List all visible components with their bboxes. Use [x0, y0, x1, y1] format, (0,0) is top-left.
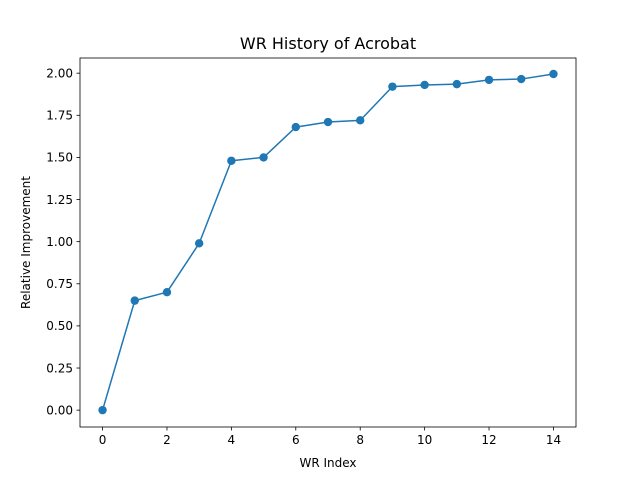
y-tick-label: 0.75 [46, 277, 73, 291]
data-point [452, 79, 462, 89]
chart-title: WR History of Acrobat [240, 34, 416, 53]
data-point [227, 156, 236, 165]
x-tick-label: 12 [481, 433, 496, 447]
x-tick-label: 6 [292, 433, 300, 447]
x-tick-label: 2 [163, 433, 171, 447]
y-axis-label: Relative Improvement [19, 176, 33, 309]
data-point [194, 239, 204, 248]
data-point [130, 296, 139, 305]
y-tick-label: 0.00 [46, 403, 73, 417]
axis-ticks: 0 2 4 6 8 10 12 14 0.00 0.25 0.50 0.75 1.00 1.25 1.50 1… [46, 66, 561, 447]
data-point [549, 69, 558, 79]
data-point [162, 288, 172, 297]
y-tick-label: 1.75 [46, 109, 73, 123]
y-tick-label: 0.25 [46, 361, 73, 375]
x-axis-label: WR Index [299, 456, 356, 470]
x-tick-label: 8 [356, 433, 364, 447]
series-layer [98, 69, 558, 415]
y-tick-label: 1.50 [46, 151, 73, 165]
y-tick-label: 2.00 [46, 66, 73, 80]
data-point [388, 82, 397, 91]
data-point [517, 74, 526, 84]
x-tick-label: 14 [546, 433, 561, 447]
y-tick-label: 0.50 [46, 319, 73, 333]
data-point [259, 153, 268, 162]
data-point [484, 75, 494, 85]
x-tick-label: 4 [228, 433, 236, 447]
x-tick-label: 10 [417, 433, 432, 447]
y-tick-label: 1.25 [46, 193, 73, 207]
data-point [323, 117, 333, 127]
data-point [291, 122, 300, 132]
axes-frame [79, 57, 577, 428]
data-point [98, 405, 107, 415]
y-tick-label: 1.00 [46, 235, 73, 249]
data-point [356, 116, 365, 125]
x-tick-label: 0 [99, 433, 107, 447]
data-point [420, 80, 429, 90]
